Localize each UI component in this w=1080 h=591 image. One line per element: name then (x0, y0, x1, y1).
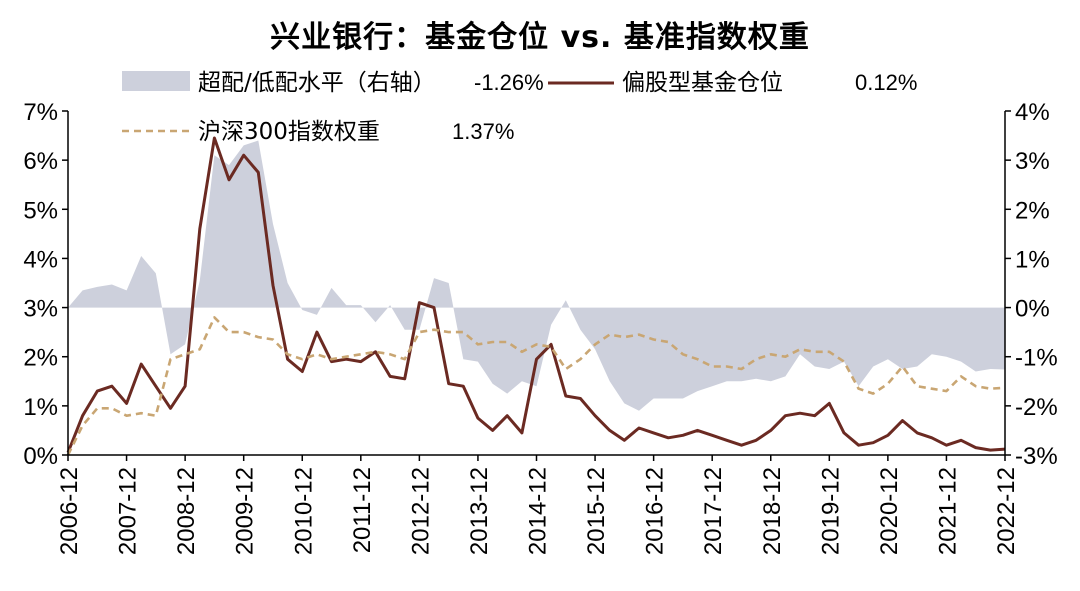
legend-value-fund: 0.12% (855, 70, 917, 95)
x-tick-label: 2019-12 (817, 467, 844, 555)
right-tick-label: 4% (1015, 99, 1050, 126)
overweight-area-series (68, 140, 1005, 411)
legend: 超配/低配水平（右轴） -1.26% 偏股型基金仓位 0.12% 沪深300指数权重 1.… (122, 70, 917, 145)
legend-label-hs300: 沪深300指数权重 (198, 119, 380, 145)
x-tick-label: 2010-12 (290, 467, 317, 555)
x-tick-label: 2007-12 (115, 467, 142, 555)
left-tick-label: 0% (23, 443, 58, 470)
left-tick-label: 4% (23, 246, 58, 273)
x-tick-label: 2021-12 (934, 467, 961, 555)
right-tick-label: 2% (1015, 197, 1050, 224)
area-layer (68, 140, 1005, 411)
x-tick-label: 2018-12 (759, 467, 786, 555)
legend-label-overweight: 超配/低配水平（右轴） (198, 70, 436, 96)
x-tick-label: 2014-12 (525, 467, 552, 555)
x-tick-label: 2008-12 (173, 467, 200, 555)
hs300-weight-line (66, 316, 1006, 456)
left-tick-label: 2% (23, 345, 58, 372)
left-tick-label: 1% (23, 394, 58, 421)
chart-title: 兴业银行：基金仓位 vs. 基准指数权重 (270, 20, 810, 55)
right-tick-label: 0% (1015, 296, 1050, 323)
x-tick-label: 2016-12 (642, 467, 669, 555)
x-tick-label: 2009-12 (232, 467, 259, 555)
line-layer (66, 136, 1006, 456)
right-tick-label: -1% (1015, 345, 1058, 372)
x-tick-label: 2006-12 (56, 467, 83, 555)
left-tick-label: 3% (23, 296, 58, 323)
x-tick-label: 2015-12 (583, 467, 610, 555)
axes-layer: 0% 1% 2% 3% 4% 5% 6% 7% -3% -2% -1% 0% 1% 2% 3% 4% 2006-… (23, 99, 1057, 555)
x-tick-label: 2017-12 (700, 467, 727, 555)
legend-label-fund: 偏股型基金仓位 (622, 70, 783, 96)
left-tick-label: 6% (23, 148, 58, 175)
x-tick-label: 2013-12 (466, 467, 493, 555)
right-tick-label: -2% (1015, 394, 1058, 421)
legend-swatch-area (122, 71, 190, 91)
x-tick-label: 2012-12 (407, 467, 434, 555)
x-tick-label: 2022-12 (993, 467, 1020, 555)
x-tick-label: 2011-12 (349, 467, 376, 553)
right-tick-label: 1% (1015, 246, 1050, 273)
x-tick-label: 2020-12 (876, 467, 903, 555)
left-tick-label: 7% (23, 99, 58, 126)
legend-value-overweight: -1.26% (474, 70, 544, 95)
left-tick-label: 5% (23, 197, 58, 224)
right-tick-label: 3% (1015, 148, 1050, 175)
fund-position-line (66, 136, 1006, 454)
right-tick-label: -3% (1015, 443, 1058, 470)
legend-value-hs300: 1.37% (452, 119, 514, 144)
